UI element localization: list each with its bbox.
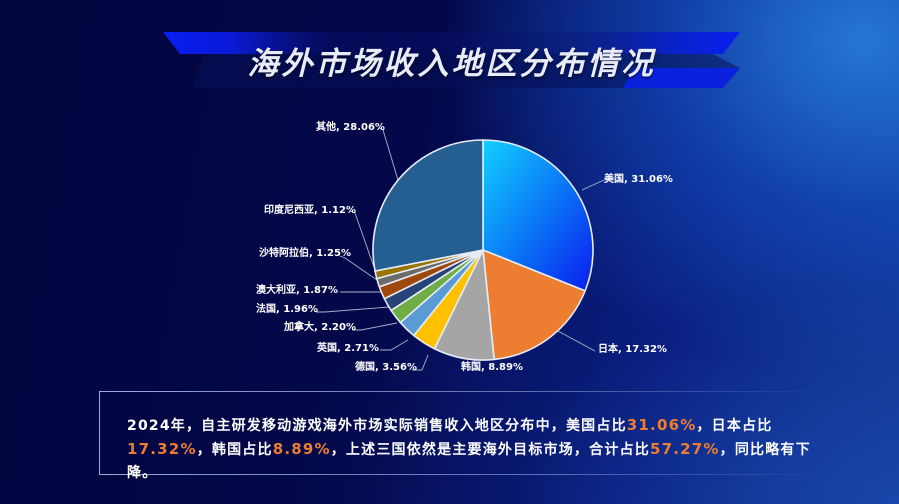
pie-slices (372, 139, 594, 361)
pie-chart-svg (316, 127, 605, 371)
summary-fragment: ，日本占比 (696, 418, 773, 434)
title-banner: 海外市场收入地区分布情况 (163, 32, 740, 88)
highlight-value: 57.27% (649, 440, 720, 458)
summary-fragment: ，同比略有下降。 (127, 442, 811, 481)
summary-fragment: ，韩国占比 (196, 442, 273, 458)
page-title: 海外市场收入地区分布情况 (247, 45, 656, 82)
highlight-value: 8.89% (272, 440, 331, 458)
slice-label: 沙特阿拉伯, 1.25% (259, 248, 351, 259)
slice-label: 澳大利亚, 1.87% (256, 285, 338, 296)
leader-line (581, 179, 605, 191)
slice-label: 英国, 2.71% (317, 343, 379, 354)
slice-label: 美国, 31.06% (604, 174, 673, 185)
slice-label: 德国, 3.56% (355, 362, 417, 373)
leader-line (316, 306, 390, 313)
highlight-value: 31.06% (626, 416, 697, 434)
leader-lines (316, 127, 605, 371)
leader-line (555, 329, 596, 352)
slice-label: 加拿大, 2.20% (284, 322, 356, 333)
pie-slice-1 (482, 249, 586, 361)
slice-label: 法国, 1.96% (256, 304, 318, 315)
pie-chart: 美国, 31.06% 日本, 17.32% 韩国, 8.89% 德国, 3.56% 英国… (256, 122, 673, 373)
slice-label: 印度尼西亚, 1.12% (264, 205, 356, 216)
leader-line (339, 255, 378, 281)
summary-text: 2024年，自主研发移动游戏海外市场实际销售收入地区分布中，美国占比31.06%… (127, 414, 817, 485)
summary-box: 2024年，自主研发移动游戏海外市场实际销售收入地区分布中，美国占比31.06%… (99, 391, 825, 481)
leader-line (380, 339, 409, 351)
banner-shape (163, 32, 740, 88)
leader-line (349, 210, 376, 271)
slice-label: 日本, 17.32% (598, 344, 667, 355)
leader-line (352, 322, 398, 331)
pie-slice-0 (482, 139, 594, 292)
slice-label: 韩国, 8.89% (461, 362, 523, 373)
highlight-value: 17.32% (127, 440, 197, 458)
summary-fragment: 2024年，自主研发移动游戏海外市场实际销售收入地区分布中，美国占比 (127, 418, 627, 434)
leader-line (378, 127, 399, 181)
summary-fragment: ，上述三国依然是主要海外目标市场，合计占比 (330, 442, 650, 458)
pie-slice-10 (372, 139, 484, 272)
slice-label: 其他, 28.06% (316, 122, 385, 133)
leader-line (412, 354, 429, 371)
